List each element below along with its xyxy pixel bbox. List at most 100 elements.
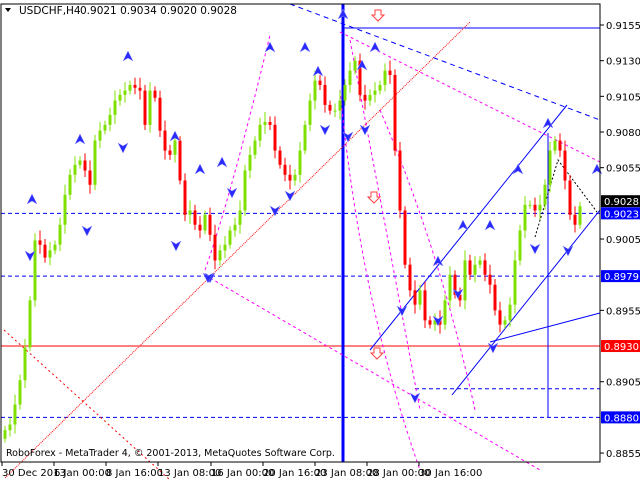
candle: [493, 278, 497, 316]
price-label: 0.8880: [604, 413, 639, 424]
candle: [473, 256, 477, 283]
candle-body: [293, 174, 297, 181]
x-tick-label: 20 Jan 16:00: [263, 468, 326, 479]
candle: [558, 133, 562, 157]
candle-body: [128, 84, 132, 91]
candle: [483, 253, 487, 282]
candle: [28, 296, 32, 352]
candle-body: [23, 347, 27, 381]
arrow-up-icon: [26, 193, 38, 205]
candle-body: [443, 300, 447, 325]
trend-line: [4, 21, 471, 479]
candle-body: [93, 140, 97, 185]
candle-body: [278, 150, 282, 165]
candle: [578, 201, 582, 229]
sell-arrow-icon: [370, 9, 386, 22]
arrow-up-icon: [216, 156, 228, 168]
candle: [343, 79, 347, 106]
candle-body: [548, 150, 552, 185]
candle-body: [413, 290, 417, 305]
candle-body: [273, 124, 277, 151]
arrow-up-icon: [542, 117, 554, 129]
candle-body: [468, 260, 472, 275]
candle: [388, 60, 392, 84]
sell-arrow-icon: [369, 347, 385, 360]
candle: [193, 204, 197, 230]
collapse-triangle-icon[interactable]: [5, 8, 11, 12]
candle-body: [148, 90, 152, 125]
candle-body: [463, 260, 467, 301]
candle-body: [118, 94, 122, 101]
candle-body: [353, 60, 357, 71]
candle: [448, 266, 452, 309]
arrow-up-icon: [264, 41, 276, 53]
candle-body: [338, 100, 342, 111]
candle: [253, 136, 257, 159]
candle-body: [43, 244, 47, 258]
candle-body: [398, 150, 402, 211]
candle: [93, 134, 97, 190]
candle-body: [213, 234, 217, 261]
candle-body: [48, 250, 52, 258]
price-label-box: [601, 340, 640, 353]
candle-body: [53, 244, 57, 251]
x-tick-label: 30 Jan 16:00: [419, 468, 482, 479]
candle: [128, 80, 132, 95]
arrow-down-icon: [452, 288, 464, 300]
candle: [573, 206, 577, 233]
candle-body: [448, 274, 452, 301]
candle: [543, 179, 547, 210]
candle: [78, 156, 82, 169]
candle-body: [428, 320, 432, 325]
arrow-up-icon: [169, 130, 181, 142]
candle: [423, 281, 427, 329]
candle-body: [38, 240, 42, 245]
candle-body: [3, 430, 7, 439]
candle-body: [493, 284, 497, 311]
candle-body: [123, 90, 127, 95]
candle: [478, 256, 482, 269]
candle: [158, 90, 162, 138]
analysis-overlays: [1, 3, 601, 480]
candle-body: [388, 70, 392, 75]
candle-body: [198, 224, 202, 231]
candle: [533, 197, 537, 217]
candle: [168, 144, 172, 160]
candle: [33, 233, 37, 307]
candle-body: [168, 150, 172, 155]
arrow-down-icon: [202, 272, 214, 284]
price-label: 0.9028: [604, 197, 639, 208]
arrow-down-icon: [117, 142, 129, 154]
price-axis[interactable]: 0.9155 0.9130 0.9105 0.9080 0.9055 0.9005 0.89…: [600, 21, 640, 460]
candle: [218, 244, 222, 266]
candle-body: [223, 244, 227, 251]
channel-line: [451, 209, 601, 396]
candle: [233, 217, 237, 237]
candle-body: [178, 140, 182, 181]
candle-body: [528, 204, 532, 206]
candle: [198, 216, 202, 239]
candle: [308, 93, 312, 132]
chart-header: USDCHF,H4 0.9021 0.9034 0.9020 0.9028: [5, 5, 237, 17]
arrow-down-icon: [529, 243, 541, 255]
candle-body: [83, 160, 87, 171]
ohlc-label: 0.9021 0.9034 0.9020 0.9028: [80, 5, 237, 17]
candle: [393, 69, 397, 156]
candle: [463, 250, 467, 310]
candle: [163, 120, 167, 160]
candle: [213, 224, 217, 270]
y-tick-label: 0.9055: [606, 164, 640, 175]
plot-frame: [0, 3, 601, 463]
candle-body: [243, 170, 247, 211]
arrow-up-icon: [432, 255, 444, 267]
candle-body: [218, 250, 222, 261]
arrow-up-icon: [299, 41, 311, 53]
candle-body: [453, 274, 457, 295]
candle-body: [238, 210, 242, 225]
candle: [563, 140, 567, 190]
x-tick-label: 23 Jan 08:00: [315, 468, 378, 479]
candle-body: [228, 230, 232, 245]
candle-body: [103, 124, 107, 131]
